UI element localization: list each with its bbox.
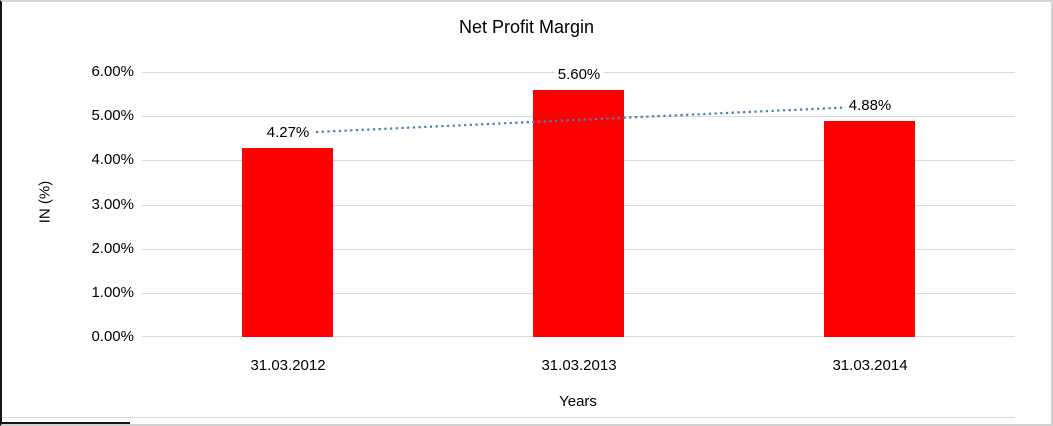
bar-value-label: 4.88% — [845, 97, 895, 115]
trendline-segment — [287, 105, 870, 135]
y-tick-label: 2.00% — [91, 240, 134, 257]
chart-bottom-border — [2, 417, 1015, 418]
y-tick-label: 6.00% — [91, 63, 134, 80]
x-tick-label: 31.03.2014 — [832, 357, 908, 374]
bar-value-label: 4.27% — [263, 124, 313, 142]
y-tick-label: 5.00% — [91, 107, 134, 124]
x-axis-title: Years — [559, 393, 597, 410]
bar-value-label: 5.60% — [554, 66, 604, 84]
y-tick-label: 1.00% — [91, 284, 134, 301]
y-tick-label: 0.00% — [91, 328, 134, 345]
bar — [533, 90, 624, 337]
bar — [242, 148, 333, 337]
x-tick-label: 31.03.2012 — [250, 357, 326, 374]
frame-corner-line — [2, 422, 130, 424]
y-tick-label: 4.00% — [91, 151, 134, 168]
chart-title: Net Profit Margin — [458, 17, 595, 37]
plot-area — [142, 72, 1015, 337]
x-tick-label: 31.03.2013 — [541, 357, 617, 374]
trendline — [287, 105, 870, 135]
bar — [824, 121, 915, 337]
y-tick-label: 3.00% — [91, 196, 134, 213]
